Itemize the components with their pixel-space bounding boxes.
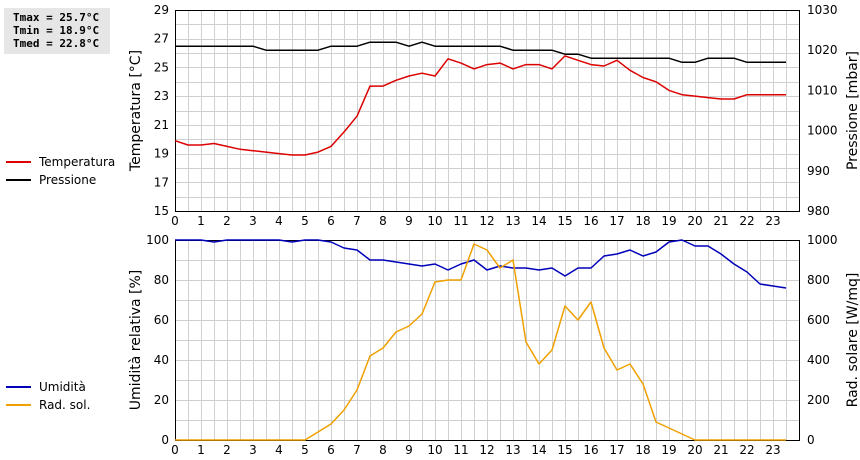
x-tick-label: 16 — [583, 443, 598, 457]
y-tick-label-left: 100 — [146, 233, 169, 247]
x-tick-label: 7 — [353, 214, 361, 228]
y-tick-label-right: 980 — [807, 204, 830, 218]
stat-tmin: Tmin = 18.9°C — [13, 24, 100, 37]
x-tick-label: 17 — [609, 214, 624, 228]
x-tick-label: 12 — [479, 443, 494, 457]
x-tick-label: 17 — [609, 443, 624, 457]
x-tick-label: 23 — [765, 214, 780, 228]
x-tick-label: 0 — [171, 443, 179, 457]
x-tick-label: 2 — [223, 214, 231, 228]
y-axis-label-left: Temperatura [°C] — [128, 50, 144, 172]
y-tick-label-left: 19 — [154, 147, 169, 161]
y-tick-label-left: 20 — [154, 393, 169, 407]
x-tick-label: 8 — [379, 443, 387, 457]
legend-label: Rad. sol. — [39, 398, 90, 412]
y-tick-label-left: 80 — [154, 273, 169, 287]
y-axis-label-right: Rad. solare [W/mq] — [845, 273, 860, 408]
stats-box: Tmax = 25.7°C Tmin = 18.9°C Tmed = 22.8°… — [4, 8, 110, 54]
chart-panel-2: 0 1 2 3 4 5 6 7 8 9 10 11 12 13 14 15 16 17 18 19 20 21 22 2302… — [6, 233, 860, 457]
y-axis-label-right: Pressione [mbar] — [845, 51, 860, 170]
legend-label: Pressione — [39, 173, 96, 187]
x-tick-label: 3 — [249, 443, 257, 457]
x-tick-label: 22 — [739, 214, 754, 228]
x-tick-label: 16 — [583, 214, 598, 228]
x-tick-label: 6 — [327, 214, 335, 228]
stat-tmed: Tmed = 22.8°C — [13, 37, 100, 50]
x-tick-label: 19 — [661, 443, 676, 457]
x-tick-label: 7 — [353, 443, 361, 457]
x-tick-label: 1 — [197, 443, 205, 457]
y-tick-label-right: 1010 — [807, 83, 838, 97]
y-tick-label-right: 1000 — [807, 124, 838, 138]
x-tick-label: 11 — [453, 443, 468, 457]
y-tick-label-right: 1030 — [807, 3, 838, 17]
x-tick-label: 18 — [635, 443, 650, 457]
x-tick-label: 5 — [301, 214, 309, 228]
plot-frame — [175, 10, 800, 212]
y-tick-label-right: 400 — [807, 353, 830, 367]
stat-tmax: Tmax = 25.7°C — [13, 11, 100, 24]
x-tick-label: 8 — [379, 214, 387, 228]
x-tick-label: 14 — [531, 443, 546, 457]
x-tick-label: 9 — [405, 214, 413, 228]
x-tick-label: 12 — [479, 214, 494, 228]
x-tick-label: 10 — [427, 214, 442, 228]
chart-panel-1: 0 1 2 3 4 5 6 7 8 9 10 11 12 13 14 15 16 17 18 19 20 21 22 2315… — [6, 3, 860, 228]
y-tick-label-left: 40 — [154, 353, 169, 367]
x-tick-label: 6 — [327, 443, 335, 457]
x-tick-label: 2 — [223, 443, 231, 457]
y-tick-label-right: 1000 — [807, 233, 838, 247]
x-tick-label: 22 — [739, 443, 754, 457]
x-tick-label: 11 — [453, 214, 468, 228]
x-tick-label: 23 — [765, 443, 780, 457]
legend-label: Temperatura — [38, 155, 115, 169]
x-tick-label: 13 — [505, 443, 520, 457]
x-tick-label: 19 — [661, 214, 676, 228]
x-tick-label: 5 — [301, 443, 309, 457]
series-line-2-2 — [175, 243, 786, 441]
y-tick-label-left: 17 — [154, 175, 169, 189]
y-tick-label-left: 21 — [154, 118, 169, 132]
x-tick-label: 4 — [275, 443, 283, 457]
y-tick-label-left: 29 — [154, 3, 169, 17]
x-tick-label: 1 — [197, 214, 205, 228]
x-tick-label: 15 — [557, 214, 572, 228]
x-tick-label: 20 — [687, 443, 702, 457]
y-tick-label-right: 1020 — [807, 43, 838, 57]
x-tick-label: 20 — [687, 214, 702, 228]
y-tick-label-left: 27 — [154, 32, 169, 46]
y-tick-label-left: 15 — [154, 204, 169, 218]
y-tick-label-right: 990 — [807, 164, 830, 178]
x-tick-label: 9 — [405, 443, 413, 457]
x-tick-label: 14 — [531, 214, 546, 228]
y-tick-label-left: 0 — [161, 433, 169, 447]
x-tick-label: 0 — [171, 214, 179, 228]
x-tick-label: 21 — [713, 214, 728, 228]
x-tick-label: 10 — [427, 443, 442, 457]
x-tick-label: 18 — [635, 214, 650, 228]
series-line-1-2 — [175, 41, 786, 64]
y-axis-label-left: Umidità relativa [%] — [128, 270, 144, 411]
x-tick-label: 4 — [275, 214, 283, 228]
y-tick-label-left: 60 — [154, 313, 169, 327]
x-tick-label: 3 — [249, 214, 257, 228]
y-tick-label-left: 25 — [154, 60, 169, 74]
y-tick-label-right: 600 — [807, 313, 830, 327]
x-tick-label: 21 — [713, 443, 728, 457]
x-tick-label: 15 — [557, 443, 572, 457]
series-line-1-1 — [174, 55, 786, 156]
plot-frame — [175, 240, 800, 441]
series-line-2-1 — [175, 239, 787, 289]
y-tick-label-right: 800 — [807, 273, 830, 287]
x-tick-label: 13 — [505, 214, 520, 228]
y-tick-label-left: 23 — [154, 89, 169, 103]
y-tick-label-right: 0 — [807, 433, 815, 447]
y-tick-label-right: 200 — [807, 393, 830, 407]
legend-label: Umidità — [39, 380, 86, 394]
